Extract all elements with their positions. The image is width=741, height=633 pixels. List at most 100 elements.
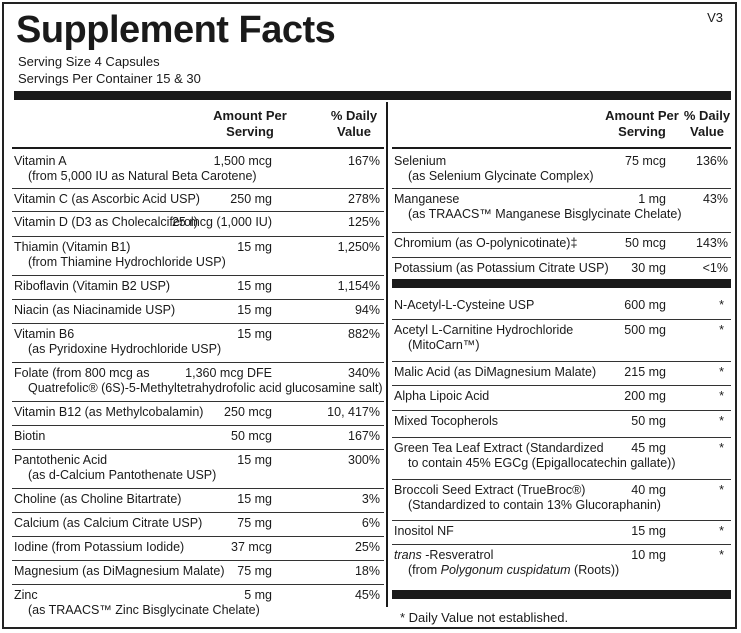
- row-separator: [392, 361, 731, 362]
- nutrient-amount: 25 mcg (1,000 IU): [171, 215, 272, 229]
- nutrient-name: Broccoli Seed Extract (TrueBroc®): [394, 483, 586, 497]
- nutrient-row: Choline (as Choline Bitartrate) 15 mg 3%: [14, 492, 380, 507]
- nutrient-daily-value: 300%: [348, 453, 380, 467]
- nutrient-amount: 40 mg: [631, 483, 666, 497]
- nutrient-name: Green Tea Leaf Extract (Standardized: [394, 441, 604, 455]
- nutrient-daily-value: 125%: [348, 215, 380, 229]
- nutrient-daily-value: 882%: [348, 327, 380, 341]
- nutrient-amount: 1 mg: [638, 192, 666, 206]
- row-separator: [12, 275, 384, 276]
- nutrient-daily-value: 10, 417%: [327, 405, 380, 419]
- nutrient-daily-value: *: [719, 548, 724, 562]
- nutrient-amount: 600 mg: [624, 298, 666, 312]
- row-separator: [12, 536, 384, 537]
- nutrient-row: Green Tea Leaf Extract (Standardized to c…: [394, 441, 728, 471]
- nutrient-name: Inositol NF: [394, 524, 454, 538]
- nutrient-name: Folate (from 800 mcg as: [14, 366, 150, 380]
- nutrient-name: Selenium: [394, 154, 447, 168]
- row-separator: [12, 299, 384, 300]
- nutrient-amount: 15 mg: [237, 492, 272, 506]
- nutrient-amount: 45 mg: [631, 441, 666, 455]
- column-divider: [386, 102, 388, 607]
- nutrient-daily-value: 167%: [348, 429, 380, 443]
- nutrient-source: to contain 45% EGCg (Epigallocatechin ga…: [408, 456, 676, 470]
- nutrient-row: Thiamin (Vitamin B1) (from Thiamine Hydro…: [14, 240, 380, 270]
- nutrient-name: trans -Resveratrol: [394, 548, 494, 562]
- row-separator: [392, 437, 731, 438]
- nutrient-name: Zinc: [14, 588, 38, 602]
- nutrient-daily-value: *: [719, 414, 724, 428]
- nutrient-amount: 50 mcg: [625, 236, 666, 250]
- nutrient-name: Biotin: [14, 429, 46, 443]
- nutrient-amount: 75 mcg: [625, 154, 666, 168]
- left-amount-header-line1: Amount Per: [213, 108, 287, 123]
- left-dv-header-line2: Value: [337, 124, 371, 139]
- nutrient-row: trans -Resveratrol (from Polygonum cuspid…: [394, 548, 728, 578]
- nutrient-row: Mixed Tocopherols 50 mg *: [394, 414, 728, 429]
- nutrient-daily-value: 340%: [348, 366, 380, 380]
- nutrient-amount: 250 mg: [230, 192, 272, 206]
- nutrient-daily-value: 1,154%: [337, 279, 380, 293]
- nutrient-source: (as Selenium Glycinate Complex): [408, 169, 594, 183]
- nutrient-source: (from 5,000 IU as Natural Beta Carotene): [28, 169, 257, 183]
- servings-per-container: Servings Per Container 15 & 30: [18, 71, 201, 86]
- row-separator: [392, 319, 731, 320]
- nutrient-source: (from Polygonum cuspidatum (Roots)): [408, 563, 620, 577]
- nutrient-amount: 15 mg: [237, 303, 272, 317]
- nutrient-amount: 15 mg: [237, 453, 272, 467]
- right-amount-header-line1: Amount Per: [605, 108, 679, 123]
- nutrient-row: Manganese (as TRAACS™ Manganese Bisglycin…: [394, 192, 728, 222]
- nutrient-amount: 75 mg: [237, 516, 272, 530]
- version-label: V3: [707, 10, 723, 25]
- row-separator: [12, 488, 384, 489]
- nutrient-row: Niacin (as Niacinamide USP) 15 mg 94%: [14, 303, 380, 318]
- row-separator: [12, 425, 384, 426]
- nutrient-name: Chromium (as O-polynicotinate)‡: [394, 236, 578, 250]
- row-separator: [12, 188, 384, 189]
- nutrient-name: Thiamin (Vitamin B1): [14, 240, 131, 254]
- nutrient-row: N-Acetyl-L-Cysteine USP 600 mg *: [394, 298, 728, 313]
- nutrient-row: Vitamin B12 (as Methylcobalamin) 250 mcg 1…: [14, 405, 380, 420]
- nutrient-amount: 1,360 mcg DFE: [185, 366, 272, 380]
- nutrient-name: Vitamin D (D3 as Cholecalciferol): [14, 215, 198, 229]
- nutrient-amount: 50 mcg: [231, 429, 272, 443]
- nutrient-row: Broccoli Seed Extract (TrueBroc®) (Standa…: [394, 483, 728, 513]
- nutrient-name: Malic Acid (as DiMagnesium Malate): [394, 365, 597, 379]
- nutrient-amount: 15 mg: [631, 524, 666, 538]
- left-amount-header: Amount Per Serving: [200, 108, 300, 140]
- row-separator: [392, 479, 731, 480]
- nutrient-daily-value: 25%: [354, 540, 380, 554]
- row-separator: [12, 584, 384, 585]
- row-separator: [12, 211, 384, 212]
- nutrient-amount: 15 mg: [237, 240, 272, 254]
- right-bottom-bar: [392, 590, 731, 599]
- top-thick-bar: [14, 91, 731, 100]
- nutrient-daily-value: *: [719, 365, 724, 379]
- nutrient-name: Vitamin A: [14, 154, 67, 168]
- nutrient-daily-value: *: [719, 389, 724, 403]
- left-dv-header-line1: % Daily: [330, 108, 378, 123]
- nutrient-amount: 15 mg: [237, 279, 272, 293]
- left-header-rule: [12, 147, 384, 149]
- row-separator: [392, 544, 731, 545]
- page-title: Supplement Facts: [16, 9, 336, 51]
- nutrient-row: Vitamin C (as Ascorbic Acid USP) 250 mg 27…: [14, 192, 380, 207]
- row-separator: [392, 232, 731, 233]
- nutrient-name: Pantothenic Acid: [14, 453, 108, 467]
- footnote: * Daily Value not established.: [400, 610, 569, 625]
- nutrient-daily-value: 1,250%: [337, 240, 380, 254]
- nutrient-row: Pantothenic Acid (as d-Calcium Pantothena…: [14, 453, 380, 483]
- nutrient-amount: 500 mg: [624, 323, 666, 337]
- nutrient-daily-value: *: [719, 441, 724, 455]
- right-dv-header-line1: % Daily: [683, 108, 731, 123]
- nutrient-name: Magnesium (as DiMagnesium Malate): [14, 564, 225, 578]
- nutrient-daily-value: 136%: [696, 154, 728, 168]
- nutrient-daily-value: 3%: [361, 492, 380, 506]
- left-dv-header: % Daily Value: [324, 108, 384, 140]
- row-separator: [12, 512, 384, 513]
- nutrient-name: Choline (as Choline Bitartrate): [14, 492, 182, 506]
- row-separator: [12, 449, 384, 450]
- nutrient-daily-value: *: [719, 323, 724, 337]
- nutrient-source: (from Thiamine Hydrochloride USP): [28, 255, 226, 269]
